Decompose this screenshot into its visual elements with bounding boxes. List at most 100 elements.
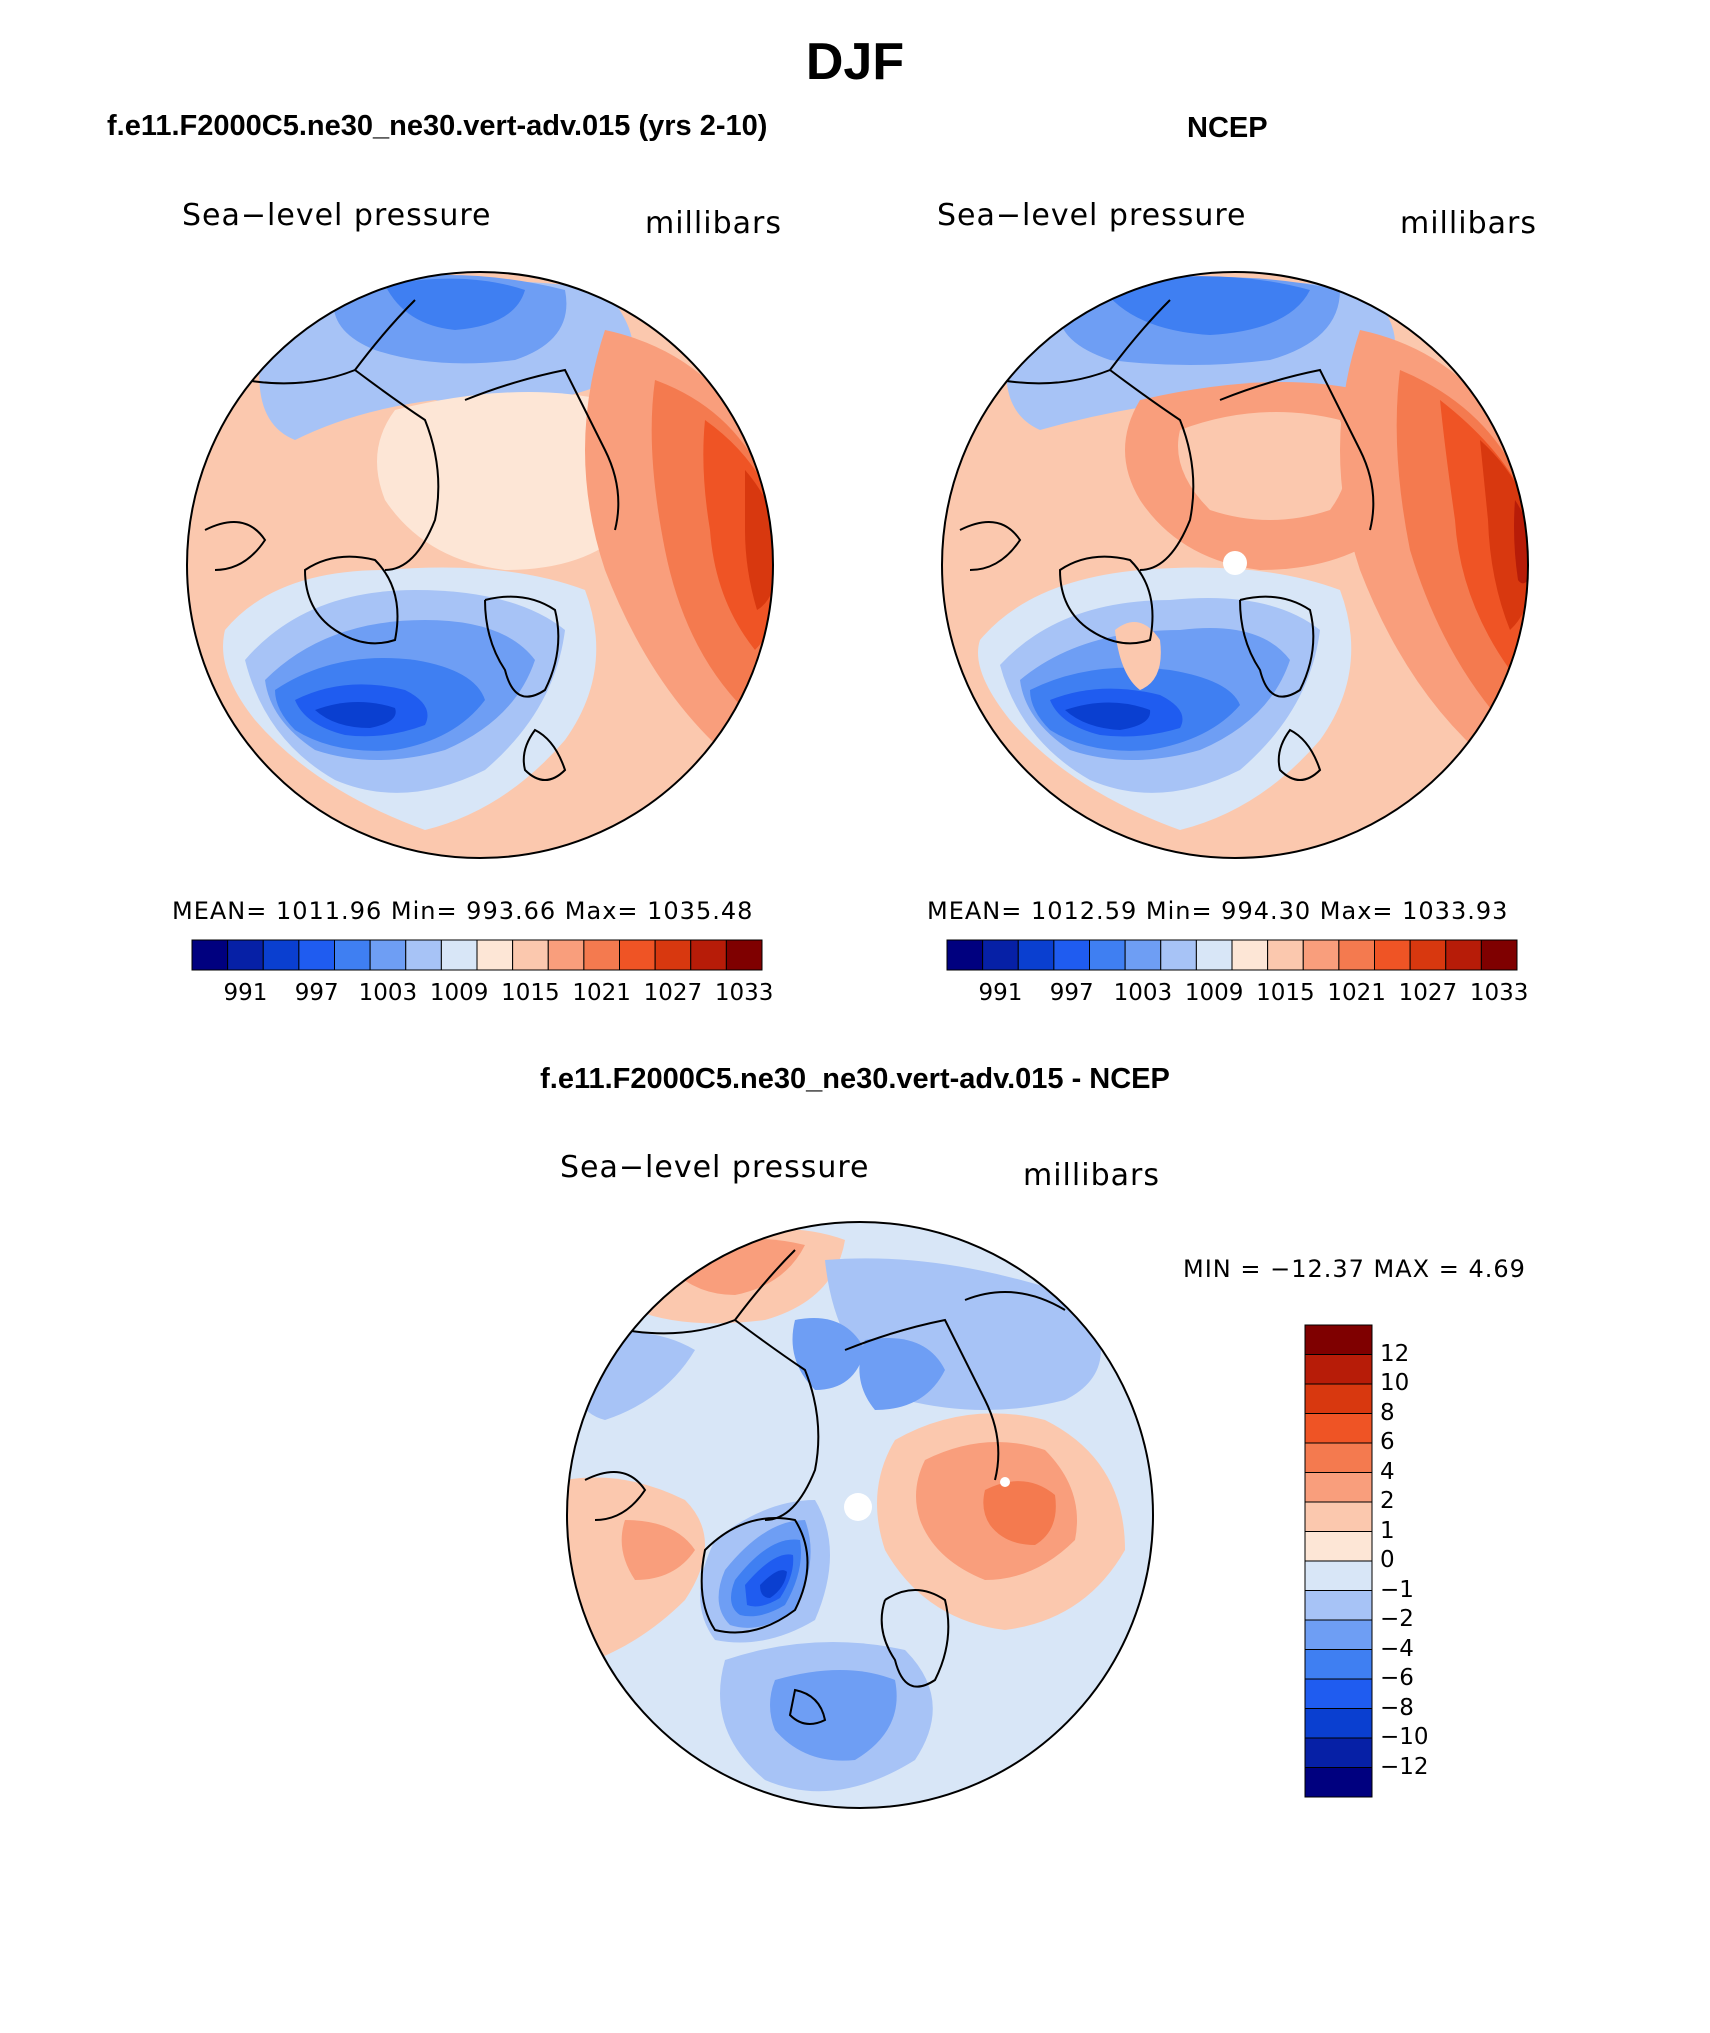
panel3-colorbar-box-1 [1304, 1354, 1373, 1385]
panel3-colorbar-box-11 [1304, 1649, 1373, 1680]
panel3-units-label: millibars [1023, 1158, 1160, 1193]
panel2-colorbar-box-4 [1089, 939, 1126, 971]
panel2-colorbar-box-10 [1302, 939, 1340, 971]
panel2-coastlines [959, 299, 1375, 781]
panel3-colorbar-label: 12 [1380, 1340, 1410, 1367]
panel2-colorbar-label: 1009 [1184, 980, 1244, 1006]
panel2-stats: MEAN= 1012.59 Min= 994.30 Max= 1033.93 [927, 897, 1509, 925]
panel3-case-title: f.e11.F2000C5.ne30_ne30.vert-adv.015 - N… [540, 1063, 1170, 1095]
panel1-stats: MEAN= 1011.96 Min= 993.66 Max= 1035.48 [172, 897, 754, 925]
panel2-colorbar-label: 997 [1049, 980, 1094, 1006]
panel1-colorbar-box-12 [619, 939, 656, 971]
panel3-colorbar-label: −8 [1380, 1694, 1414, 1721]
panel2-map-border [941, 271, 1529, 859]
panel1-colorbar-box-13 [654, 939, 692, 971]
panel1-colorbar-box-4 [334, 939, 371, 971]
panel3-colorbar-label: 1 [1380, 1517, 1395, 1544]
panel2-colorbar-label: 1033 [1469, 980, 1529, 1006]
panel3-colorbar-box-10 [1304, 1619, 1373, 1650]
panel3-minmax: MIN = −12.37 MAX = 4.69 [1183, 1255, 1526, 1283]
panel3-colorbar-box-9 [1304, 1590, 1373, 1621]
panel3-colorbar-box-7 [1304, 1531, 1373, 1562]
panel3-colorbar-label: −2 [1380, 1606, 1414, 1632]
panel1-colorbar-box-7 [440, 939, 478, 971]
panel3-colorbar-label: 6 [1380, 1429, 1395, 1455]
panel1-colorbar-box-9 [512, 939, 549, 971]
panel1-colorbar-label: 1003 [358, 980, 418, 1006]
panel2-colorbar-box-15 [1480, 939, 1518, 971]
panel1-colorbar-label: 1021 [572, 980, 631, 1006]
panel3-colorbar-box-6 [1304, 1501, 1373, 1532]
panel3-colorbar-box-2 [1304, 1383, 1373, 1414]
panel1-colorbar [191, 939, 763, 971]
panel2-colorbar-label: 991 [978, 980, 1023, 1006]
panel2-polar-map [941, 271, 1529, 859]
panel2-colorbar-box-12 [1374, 939, 1411, 971]
panel3-coastlines [584, 1249, 1066, 1725]
panel1-colorbar-box-11 [583, 939, 620, 971]
panel3-colorbar-box-3 [1304, 1413, 1373, 1444]
panel3-map-border [566, 1221, 1154, 1809]
panel3-pole-hole [844, 1493, 872, 1521]
panel3-colorbar-label: −1 [1380, 1576, 1414, 1603]
panel1-colorbar-box-2 [262, 939, 300, 971]
panel1-units-label: millibars [645, 206, 782, 241]
panel2-colorbar-box-7 [1195, 939, 1233, 971]
panel2-colorbar-box-13 [1409, 939, 1447, 971]
panel1-colorbar-box-5 [369, 939, 407, 971]
panel3-colorbar-label: −12 [1380, 1753, 1429, 1780]
panel2-variable-label: Sea−level pressure [937, 198, 1247, 233]
panel2-pole-hole [1223, 551, 1247, 575]
panel3-colorbar-label: −4 [1380, 1635, 1414, 1662]
panel2-colorbar-box-2 [1017, 939, 1055, 971]
panel1-colorbar-label: 1027 [643, 980, 703, 1006]
panel3-east-positive-core [983, 1481, 1056, 1545]
panel1-colorbar-label: 997 [294, 980, 339, 1006]
panel3-colorbar-label: 0 [1380, 1547, 1395, 1573]
panel1-colorbar-box-6 [405, 939, 442, 971]
panel2-colorbar [946, 939, 1518, 971]
panel2-arctic-ridge-inner [1178, 412, 1348, 520]
panel1-colorbar-labels: 991 997 1003 1009 1015 1021 1027 1033 [192, 980, 773, 1010]
figure-title: DJF [805, 33, 905, 91]
panel1-coastlines [204, 299, 620, 781]
panel1-colorbar-box-1 [227, 939, 264, 971]
panel3-west-positive-core [621, 1520, 695, 1580]
panel3-north-negative-core [859, 1338, 945, 1410]
panel3-colorbar-labels: 12 10 8 6 4 2 1 0 −1 −2 −4 −6 −8 −10 −12 [1380, 1325, 1460, 1797]
panel2-colorbar-box-9 [1267, 939, 1304, 971]
panel3-colorbar-label: −6 [1380, 1665, 1414, 1691]
panel3-greenland-negative-core [760, 1570, 787, 1598]
panel1-arctic-neutral [377, 392, 637, 570]
panel1-aleutian-low-inner [385, 278, 525, 330]
panel1-siberian-high-core [745, 470, 773, 610]
panel2-colorbar-box-6 [1160, 939, 1197, 971]
panel3-colorbar-box-5 [1304, 1472, 1373, 1503]
panel1-colorbar-label: 991 [223, 980, 268, 1006]
panel3-colorbar-box-4 [1304, 1442, 1373, 1473]
panel3-colorbar-box-8 [1304, 1560, 1373, 1591]
panel1-colorbar-box-8 [476, 939, 514, 971]
panel3-colorbar-box-13 [1304, 1708, 1373, 1739]
panel3-colorbar-label: 2 [1380, 1488, 1395, 1514]
panel2-icelandic-low-core [1065, 702, 1151, 730]
panel2-colorbar-label: 1027 [1398, 980, 1458, 1006]
panel3-polar-map [566, 1221, 1154, 1809]
panel1-colorbar-label: 1033 [714, 980, 774, 1006]
panel1-colorbar-box-0 [191, 939, 229, 971]
panel3-variable-label: Sea−level pressure [560, 1150, 870, 1185]
panel1-colorbar-box-10 [547, 939, 585, 971]
panel2-colorbar-label: 1003 [1113, 980, 1173, 1006]
panel3-colorbar-box-15 [1304, 1767, 1373, 1798]
panel3-colorbar [1304, 1324, 1373, 1798]
panel2-colorbar-box-8 [1231, 939, 1269, 971]
panel3-colorbar-label: −10 [1380, 1724, 1429, 1750]
panel1-polar-map [186, 271, 774, 859]
panel2-colorbar-box-3 [1053, 939, 1090, 971]
panel3-small-hole [1000, 1477, 1010, 1487]
panel3-colorbar-label: 10 [1380, 1370, 1410, 1396]
panel1-colorbar-box-14 [690, 939, 727, 971]
panel3-colorbar-box-12 [1304, 1678, 1373, 1709]
panel3-central-negative [792, 1318, 865, 1390]
panel1-colorbar-box-3 [298, 939, 335, 971]
